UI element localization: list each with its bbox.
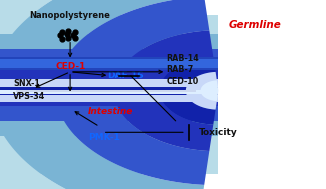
Text: Intestine: Intestine (88, 107, 133, 116)
Polygon shape (0, 106, 218, 121)
Polygon shape (0, 15, 218, 34)
Text: VPS-34: VPS-34 (13, 92, 45, 101)
Polygon shape (0, 121, 218, 136)
Polygon shape (0, 0, 199, 189)
Polygon shape (114, 30, 213, 151)
Text: Nanopolystyrene: Nanopolystyrene (29, 11, 110, 20)
Polygon shape (0, 0, 204, 189)
Polygon shape (0, 59, 218, 68)
Polygon shape (200, 80, 218, 101)
Polygon shape (160, 57, 215, 125)
Polygon shape (0, 94, 218, 102)
Text: PMK-1: PMK-1 (88, 133, 120, 143)
Polygon shape (0, 57, 218, 70)
Text: CED-1: CED-1 (55, 62, 86, 71)
Polygon shape (0, 94, 218, 106)
Polygon shape (0, 83, 218, 94)
Text: SNX-1: SNX-1 (13, 79, 40, 88)
Polygon shape (0, 90, 212, 94)
Polygon shape (0, 79, 218, 87)
Polygon shape (0, 87, 218, 94)
Polygon shape (16, 90, 196, 92)
Text: Toxicity: Toxicity (199, 128, 238, 137)
Polygon shape (186, 72, 217, 110)
Text: DAF-16: DAF-16 (108, 71, 144, 80)
Polygon shape (0, 49, 218, 68)
Polygon shape (0, 136, 218, 174)
Polygon shape (0, 34, 218, 49)
Polygon shape (0, 68, 218, 83)
Text: RAB-7: RAB-7 (166, 65, 194, 74)
Text: Germline: Germline (228, 20, 281, 29)
Text: RAB-14: RAB-14 (166, 54, 199, 63)
Polygon shape (55, 0, 209, 185)
Text: CED-10: CED-10 (166, 77, 199, 86)
